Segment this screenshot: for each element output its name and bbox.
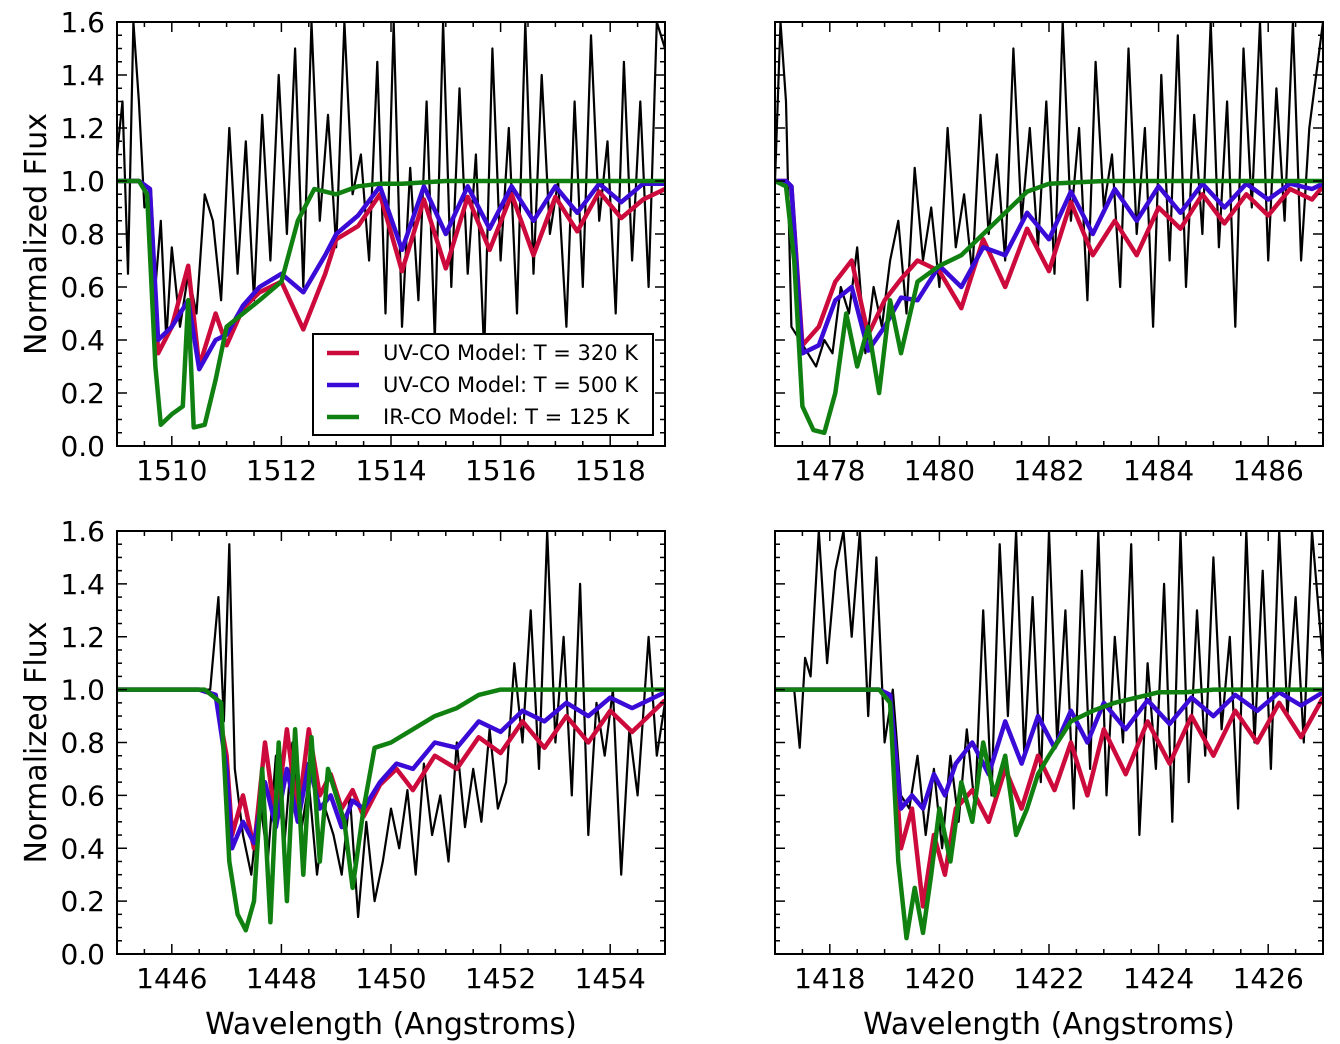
observed-spectrum-line [117, 22, 665, 355]
model-line-2 [117, 687, 665, 933]
x-tick-label: 1512 [246, 454, 317, 487]
x-tick-label: 1424 [1123, 962, 1194, 995]
plot-area [117, 22, 665, 430]
plot-area [775, 22, 1323, 436]
observed-spectrum-line [117, 531, 665, 919]
x-tick-label: 1478 [794, 454, 865, 487]
legend: UV-CO Model: T = 320 K UV-CO Model: T = 5… [312, 333, 654, 436]
model-line-0 [775, 178, 1323, 348]
model-line-0 [775, 687, 1323, 909]
x-axis-label: Wavelength (Angstroms) [205, 1007, 577, 1042]
x-axis-label: Wavelength (Angstroms) [863, 1007, 1235, 1042]
plot-area [117, 531, 665, 933]
y-tick-label: 0.4 [60, 324, 105, 357]
x-tick-label: 1518 [575, 454, 646, 487]
x-tick-label: 1484 [1123, 454, 1194, 487]
legend-label: IR-CO Model: T = 125 K [383, 405, 631, 429]
x-tick-label: 1510 [136, 454, 207, 487]
y-tick-label: 0.2 [60, 377, 105, 410]
observed-spectrum-line [775, 531, 1323, 850]
x-tick-label: 1514 [355, 454, 426, 487]
x-tick-label: 1450 [355, 962, 426, 995]
model-line-1 [117, 178, 665, 372]
model-line-2 [775, 178, 1323, 436]
x-tick-label: 1422 [1013, 962, 1084, 995]
y-tick-label: 1.4 [60, 568, 105, 601]
y-tick-label: 1.4 [60, 59, 105, 92]
legend-label: UV-CO Model: T = 320 K [383, 341, 639, 365]
plot-area [775, 531, 1323, 941]
panel-bottom-left: 1446 1448 1450 1452 1454 0.0 0.2 0.4 0.6 0.8 1.0 1.… [19, 515, 666, 1042]
x-tick-label: 1420 [904, 962, 975, 995]
model-line-1 [775, 687, 1323, 811]
legend-box [312, 333, 654, 436]
y-axis-label: Normalized Flux [19, 113, 54, 355]
y-tick-label: 0.8 [60, 218, 105, 251]
y-tick-label: 0.0 [60, 938, 105, 971]
y-axis-label: Normalized Flux [19, 621, 54, 863]
y-tick-label: 0.4 [60, 832, 105, 865]
y-tick-label: 1.0 [60, 165, 105, 198]
x-tick-label: 1516 [465, 454, 536, 487]
x-tick-label: 1446 [136, 962, 207, 995]
panel-top-right: 1478 1480 1482 1484 1486 [774, 21, 1324, 487]
x-tick-label: 1426 [1233, 962, 1304, 995]
observed-spectrum-line [775, 22, 1323, 368]
y-tick-label: 0.2 [60, 885, 105, 918]
y-tick-label: 1.2 [60, 621, 105, 654]
y-tick-label: 1.0 [60, 674, 105, 707]
panel-bottom-right: 1418 1420 1422 1424 1426 Wavelength (Angstrom… [774, 530, 1324, 1042]
x-tick-label: 1482 [1013, 454, 1084, 487]
y-tick-label: 1.6 [60, 515, 105, 548]
model-line-0 [117, 687, 665, 851]
y-tick-label: 0.6 [60, 271, 105, 304]
model-line-2 [117, 178, 665, 430]
model-line-1 [117, 687, 665, 851]
x-tick-label: 1486 [1233, 454, 1304, 487]
y-tick-label: 1.2 [60, 112, 105, 145]
x-tick-label: 1418 [794, 962, 865, 995]
x-tick-label: 1454 [575, 962, 646, 995]
model-line-0 [117, 178, 665, 369]
y-tick-label: 0.6 [60, 779, 105, 812]
x-tick-label: 1448 [246, 962, 317, 995]
panel-top-left: 1510 1512 1514 1516 1518 0.0 0.2 0.4 0.6 0.8 1.0 1.… [19, 6, 666, 487]
model-line-1 [775, 178, 1323, 356]
y-tick-label: 1.6 [60, 6, 105, 39]
model-line-2 [775, 687, 1323, 941]
x-tick-label: 1480 [904, 454, 975, 487]
legend-label: UV-CO Model: T = 500 K [383, 373, 639, 397]
x-tick-label: 1452 [465, 962, 536, 995]
y-tick-label: 0.8 [60, 727, 105, 760]
y-tick-label: 0.0 [60, 430, 105, 463]
